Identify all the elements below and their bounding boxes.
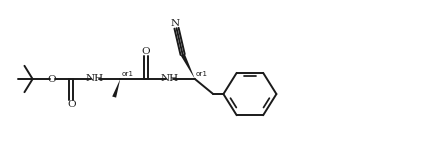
Text: or1: or1 xyxy=(196,71,208,77)
Text: NH: NH xyxy=(86,74,103,83)
Text: N: N xyxy=(171,19,180,28)
Text: O: O xyxy=(48,75,56,83)
Text: or1: or1 xyxy=(122,71,134,77)
Text: O: O xyxy=(67,100,75,109)
Polygon shape xyxy=(181,54,195,79)
Text: O: O xyxy=(142,47,150,56)
Polygon shape xyxy=(112,79,120,98)
Text: NH: NH xyxy=(160,74,178,83)
